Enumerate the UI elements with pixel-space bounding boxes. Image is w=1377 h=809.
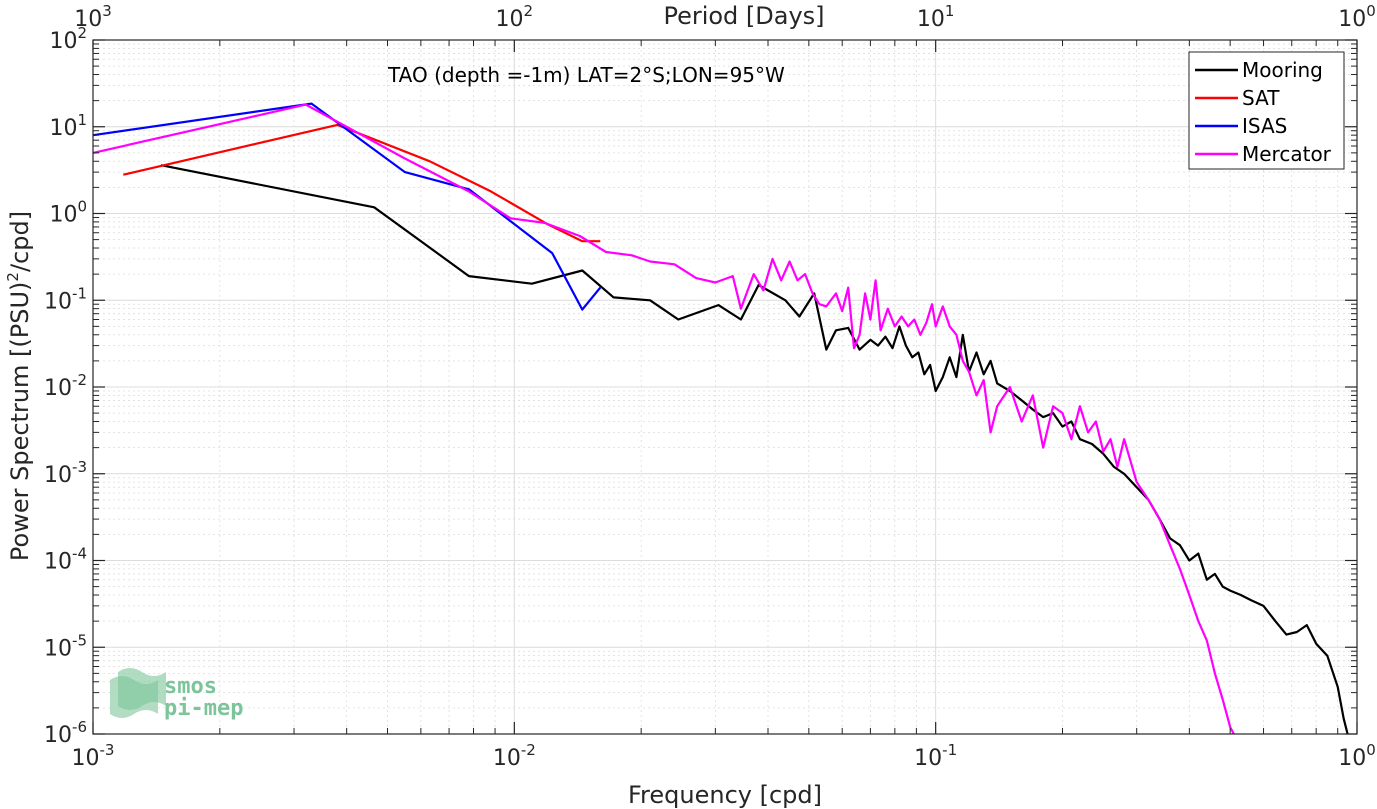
y-tick-exp: 0 <box>77 198 87 216</box>
legend-label-isas: ISAS <box>1242 114 1287 138</box>
x-tick-exp: -3 <box>100 741 115 759</box>
top-tick-exp: 1 <box>945 2 955 20</box>
y-tick-base: 10 <box>49 116 77 141</box>
y-tick-exp: -6 <box>72 718 87 736</box>
legend-box <box>1188 51 1345 170</box>
y-axis-title-main: Power Spectrum [(PSU) <box>6 282 34 561</box>
smos-logo: smos pi-mep <box>110 668 243 721</box>
y-tick-label: 10-1 <box>44 284 87 314</box>
logo-text-line1: smos <box>164 674 217 699</box>
y-tick-base: 10 <box>44 376 72 401</box>
legend-label-mooring: Mooring <box>1242 58 1323 82</box>
series-layer <box>92 102 1349 735</box>
chart-annotation: TAO (depth =-1m) LAT=2°S;LON=95°W <box>387 63 785 87</box>
y-tick-label: 101 <box>49 111 87 141</box>
y-tick-base: 10 <box>44 723 72 748</box>
logo-text-line2: pi-mep <box>164 696 243 721</box>
top-tick-label: 101 <box>917 2 955 32</box>
x-tick-base: 10 <box>914 746 942 771</box>
top-tick-base: 10 <box>917 7 945 32</box>
y-tick-label: 10-3 <box>44 458 87 488</box>
y-tick-exp: 2 <box>77 24 87 42</box>
top-tick-label: 100 <box>1338 2 1376 32</box>
y-tick-base: 10 <box>49 29 77 54</box>
top-tick-labels: 103 102 101 100 <box>74 2 1376 32</box>
top-axis-title: Period [Days] <box>663 2 824 30</box>
y-tick-base: 10 <box>44 463 72 488</box>
y-tick-label: 10-4 <box>44 545 87 575</box>
x-tick-label: 10-3 <box>72 741 115 771</box>
y-tick-label: 10-6 <box>44 718 87 748</box>
x-tick-exp: 0 <box>1366 741 1376 759</box>
minor-grid <box>93 40 1357 734</box>
series-line-sat <box>123 123 601 243</box>
y-tick-base: 10 <box>44 636 72 661</box>
x-tick-base: 10 <box>493 746 521 771</box>
tick-marks <box>92 39 1358 735</box>
top-tick-base: 10 <box>1338 7 1366 32</box>
y-tick-base: 10 <box>44 289 72 314</box>
x-tick-label: 10-2 <box>493 741 536 771</box>
legend-label-sat: SAT <box>1242 86 1280 110</box>
legend: Mooring SAT ISAS Mercator <box>1188 51 1345 170</box>
y-axis-title-tail: /cpd] <box>6 211 34 272</box>
y-axis-title: Power Spectrum [(PSU)2/cpd] <box>4 211 34 561</box>
x-tick-exp: -2 <box>521 741 536 759</box>
x-axis-title: Frequency [cpd] <box>628 781 822 809</box>
logo-waves-icon-back <box>118 668 166 710</box>
y-tick-label: 10-5 <box>44 631 87 661</box>
y-tick-exp: -3 <box>72 458 87 476</box>
top-tick-label: 103 <box>74 2 112 32</box>
x-tick-label: 10-1 <box>914 741 957 771</box>
x-tick-labels: 10-3 10-2 10-1 100 <box>72 741 1376 771</box>
series-line-isas <box>92 102 602 311</box>
x-tick-exp: -1 <box>942 741 957 759</box>
y-tick-base: 10 <box>44 550 72 575</box>
y-tick-exp: -5 <box>72 631 87 649</box>
top-tick-label: 102 <box>496 2 534 32</box>
series-line-mercator <box>92 103 1235 735</box>
x-tick-base: 10 <box>72 746 100 771</box>
y-tick-label: 102 <box>49 24 87 54</box>
x-tick-base: 10 <box>1338 746 1366 771</box>
y-axis-title-sup: 2 <box>4 272 22 282</box>
series-line-mooring <box>160 164 1349 735</box>
y-tick-exp: 1 <box>77 111 87 129</box>
top-tick-base: 10 <box>496 7 524 32</box>
y-tick-exp: -4 <box>72 545 87 563</box>
legend-label-mercator: Mercator <box>1242 142 1332 166</box>
y-tick-base: 10 <box>49 203 77 228</box>
y-tick-exp: -1 <box>72 284 87 302</box>
top-tick-exp: 3 <box>102 2 112 20</box>
y-tick-label: 100 <box>49 198 87 228</box>
y-tick-exp: -2 <box>72 371 87 389</box>
top-tick-exp: 2 <box>524 2 534 20</box>
top-tick-exp: 0 <box>1366 2 1376 20</box>
top-tick-base: 10 <box>74 7 102 32</box>
y-tick-label: 10-2 <box>44 371 87 401</box>
x-tick-label: 100 <box>1338 741 1376 771</box>
